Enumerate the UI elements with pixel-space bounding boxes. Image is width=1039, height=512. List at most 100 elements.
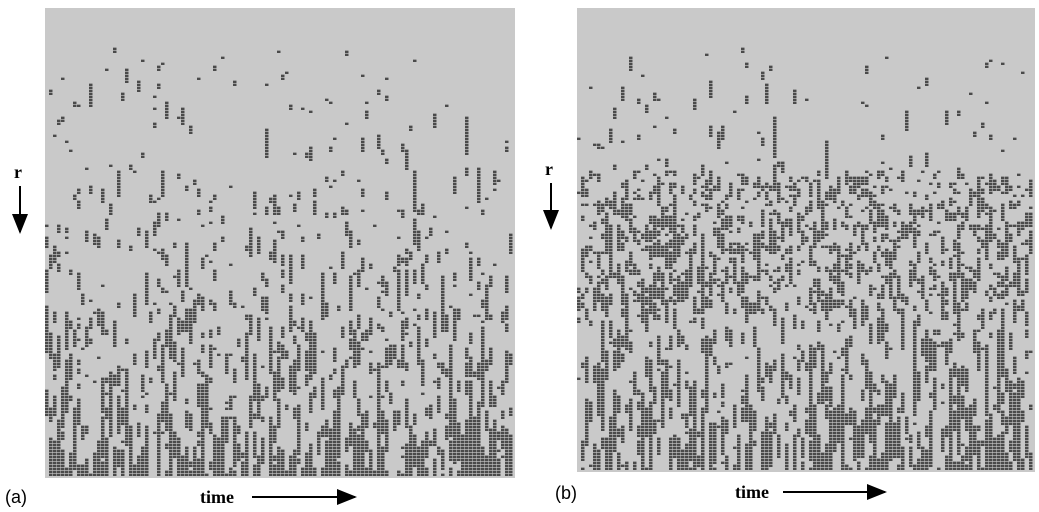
cell-run — [893, 296, 897, 311]
cell-run — [757, 131, 761, 134]
cell-run — [105, 437, 109, 476]
cell-run — [825, 404, 829, 419]
cell-run — [765, 83, 769, 104]
cell-run — [133, 170, 137, 173]
cell-run — [621, 197, 625, 218]
cell-run — [773, 287, 777, 293]
cell-run — [601, 368, 605, 431]
cell-run — [933, 284, 937, 290]
cell-run — [757, 290, 761, 311]
cell-run — [69, 269, 73, 275]
cell-run — [853, 176, 857, 194]
cell-run — [825, 191, 829, 200]
cell-run — [681, 272, 685, 275]
cell-run — [933, 230, 937, 236]
cell-run — [929, 233, 933, 236]
cell-run — [425, 467, 429, 476]
cell-run — [197, 77, 201, 80]
cell-run — [361, 137, 365, 152]
cell-run — [437, 377, 441, 389]
cell-run — [293, 320, 297, 326]
cell-run — [621, 230, 625, 239]
cell-run — [481, 320, 485, 323]
cell-run — [441, 275, 445, 332]
cell-run — [61, 77, 65, 80]
cell-run — [257, 317, 261, 341]
cell-run — [1021, 380, 1025, 398]
cell-run — [441, 362, 445, 374]
cell-run — [869, 455, 873, 470]
cell-run — [589, 236, 593, 239]
cell-run — [469, 251, 473, 254]
cell-run — [197, 209, 201, 215]
cell-run — [61, 431, 65, 440]
cell-run — [701, 185, 705, 188]
cell-run — [261, 437, 265, 464]
cell-run — [705, 179, 709, 191]
cell-run — [865, 224, 869, 230]
cell-run — [977, 248, 981, 254]
cell-run — [649, 284, 653, 314]
cell-run — [593, 221, 597, 230]
cell-run — [725, 161, 729, 164]
cell-run — [337, 461, 341, 476]
cell-run — [201, 224, 205, 227]
cell-run — [745, 176, 749, 185]
cell-run — [229, 395, 233, 410]
cell-run — [825, 386, 829, 401]
cell-run — [669, 389, 673, 401]
cell-run — [293, 152, 297, 155]
cell-run — [597, 275, 601, 278]
cell-run — [357, 425, 361, 431]
cell-run — [657, 98, 661, 101]
cell-run — [865, 269, 869, 275]
cell-run — [293, 203, 297, 212]
cell-run — [1021, 299, 1025, 311]
cell-run — [709, 80, 713, 98]
cell-run — [833, 263, 837, 272]
cell-run — [993, 179, 997, 191]
cell-run — [685, 371, 689, 374]
cell-run — [381, 446, 385, 476]
cell-run — [437, 446, 441, 455]
cell-run — [497, 431, 501, 440]
cell-run — [401, 311, 405, 314]
cell-run — [433, 353, 437, 359]
cell-run — [893, 221, 897, 227]
cell-run — [65, 227, 69, 233]
cell-run — [873, 419, 877, 470]
cell-run — [57, 419, 61, 476]
cell-run — [581, 440, 585, 461]
cell-run — [881, 284, 885, 299]
cell-run — [173, 242, 177, 248]
cell-run — [909, 269, 913, 287]
cell-run — [825, 140, 829, 179]
cell-run — [721, 209, 725, 215]
cell-run — [741, 215, 745, 224]
cell-run — [949, 257, 953, 269]
cell-run — [505, 140, 509, 143]
cell-run — [285, 71, 289, 74]
cell-run — [165, 254, 169, 266]
cell-run — [897, 230, 901, 233]
cell-run — [745, 242, 749, 245]
cell-run — [637, 170, 641, 173]
cell-run — [797, 188, 801, 197]
cell-run — [105, 68, 109, 71]
cell-run — [129, 164, 133, 170]
cell-run — [369, 362, 373, 374]
cell-run — [789, 194, 793, 197]
cell-run — [477, 362, 481, 380]
cell-run — [297, 326, 301, 329]
cell-run — [193, 446, 197, 476]
cell-run — [629, 287, 633, 290]
cell-run — [761, 308, 765, 314]
cell-run — [729, 287, 733, 293]
cell-run — [441, 449, 445, 470]
cell-run — [153, 200, 157, 203]
cell-run — [929, 338, 933, 371]
cell-run — [265, 386, 269, 398]
cell-run — [497, 458, 501, 476]
cell-run — [265, 206, 269, 215]
cell-run — [621, 464, 625, 467]
